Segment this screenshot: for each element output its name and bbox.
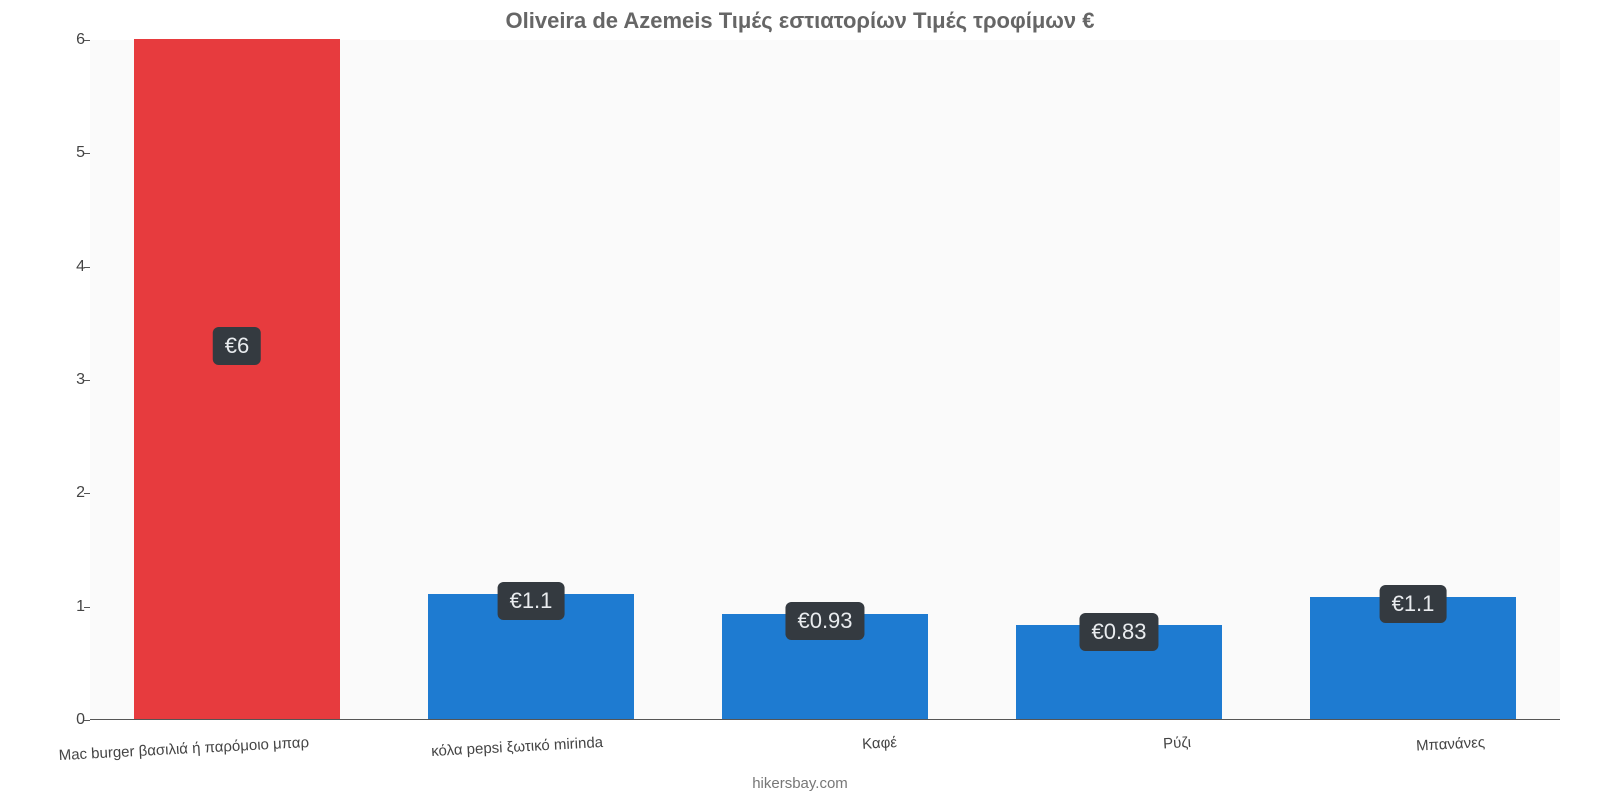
- y-tick-label: 4: [55, 258, 85, 276]
- bar-value-label: €0.93: [785, 602, 864, 640]
- y-tick-label: 1: [55, 598, 85, 616]
- y-tick-label: 2: [55, 484, 85, 502]
- y-tick-label: 6: [55, 31, 85, 49]
- y-tick-mark: [84, 607, 90, 608]
- chart-title: Oliveira de Azemeis Τιμές εστιατορίων Τι…: [0, 8, 1600, 34]
- bar-value-label: €0.83: [1079, 613, 1158, 651]
- y-tick-mark: [84, 40, 90, 41]
- credit-text: hikersbay.com: [0, 775, 1600, 792]
- y-tick-label: 0: [55, 711, 85, 729]
- y-tick-mark: [84, 153, 90, 154]
- y-tick-label: 3: [55, 371, 85, 389]
- category-label: Mac burger βασιλιά ή παρόμοιο μπαρ: [58, 734, 309, 764]
- bar-value-label: €1.1: [1380, 585, 1447, 623]
- category-label: Ρύζι: [1163, 734, 1192, 752]
- bar: [134, 39, 340, 719]
- y-tick-mark: [84, 493, 90, 494]
- chart-container: Oliveira de Azemeis Τιμές εστιατορίων Τι…: [0, 0, 1600, 800]
- category-label: Καφέ: [862, 734, 898, 753]
- y-tick-mark: [84, 380, 90, 381]
- category-label: κόλα pepsi ξωτικό mirinda: [431, 734, 604, 760]
- y-tick-label: 5: [55, 144, 85, 162]
- y-tick-mark: [84, 267, 90, 268]
- category-label: Μπανάνες: [1416, 734, 1486, 755]
- y-tick-mark: [84, 720, 90, 721]
- bar-value-label: €1.1: [498, 582, 565, 620]
- bar-value-label: €6: [213, 327, 261, 365]
